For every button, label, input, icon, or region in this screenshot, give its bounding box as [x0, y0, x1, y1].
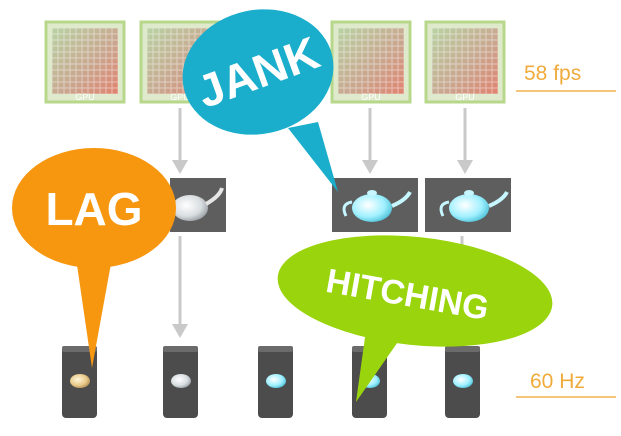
- phone-icon: [62, 346, 97, 418]
- gpu-frame-rate-label: 58 fps: [524, 62, 582, 85]
- phone-icon: [258, 346, 293, 418]
- jank-bubble: JANK: [182, 9, 338, 192]
- gpu-label: GPU: [170, 92, 190, 102]
- display-refresh-rate-label: 60 Hz: [530, 370, 585, 393]
- arrows-gpu-to-frame: [172, 108, 473, 174]
- frame-row: [170, 178, 511, 232]
- gpu-label: GPU: [75, 92, 95, 102]
- hitching-bubble: HITCHING: [277, 235, 553, 402]
- lag-bubble-text: LAG: [45, 183, 142, 235]
- teapot-frame-icon: [425, 178, 511, 232]
- phone-icon: [163, 346, 198, 418]
- gpu-rate-divider: [516, 90, 616, 92]
- display-rate-divider: [516, 396, 616, 398]
- gpu-label: GPU: [361, 92, 381, 102]
- teapot-frame-icon: [170, 178, 226, 232]
- gpu-label: GPU: [455, 92, 475, 102]
- gpu-chip-icon: GPU: [44, 20, 126, 104]
- gpu-chip-icon: GPU: [424, 20, 506, 104]
- lag-bubble: LAG: [12, 148, 176, 368]
- phone-row: [62, 346, 480, 418]
- phone-icon: [445, 346, 480, 418]
- teapot-frame-icon: [332, 178, 418, 232]
- gpu-chip-icon: GPU: [330, 20, 412, 104]
